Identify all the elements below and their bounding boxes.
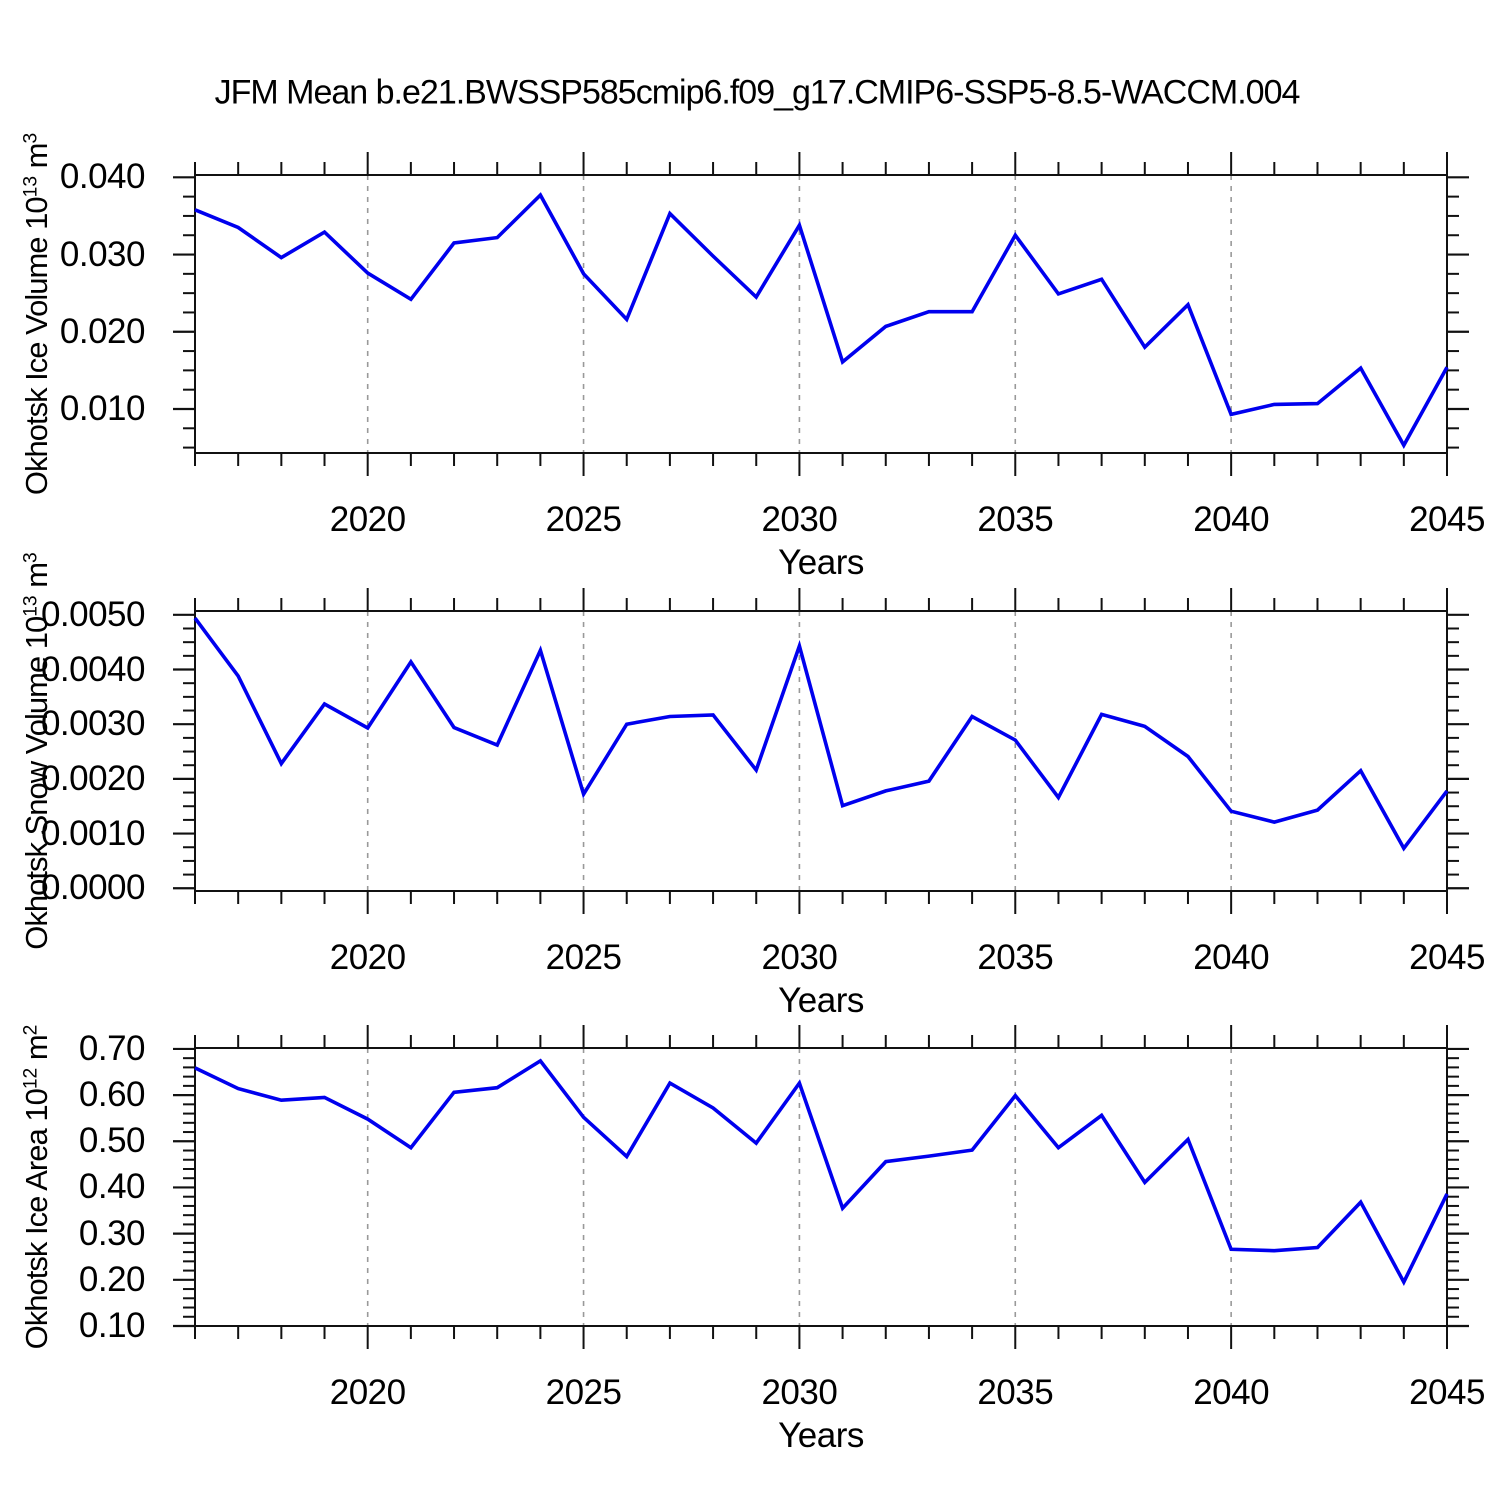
- x-tick-label: 2025: [545, 1373, 622, 1412]
- x-axis-label-snow-volume: Years: [778, 981, 864, 1020]
- x-tick-label: 2020: [329, 938, 406, 977]
- x-tick-label: 2040: [1193, 938, 1270, 977]
- x-tick-label: 2030: [761, 500, 838, 539]
- x-tick-label: 2020: [329, 1373, 406, 1412]
- x-tick-label: 2045: [1409, 500, 1485, 539]
- x-tick-label: 2025: [545, 938, 622, 977]
- y-tick-label: 0.0030: [40, 704, 146, 744]
- x-tick-label: 2045: [1409, 938, 1485, 977]
- x-axis-label-ice-area: Years: [778, 1416, 864, 1455]
- y-tick-label: 0.20: [78, 1259, 146, 1299]
- x-tick-label: 2035: [977, 500, 1054, 539]
- y-tick-label: 0.60: [78, 1075, 146, 1115]
- y-tick-label: 0.0020: [40, 758, 146, 798]
- x-tick-label: 2035: [977, 1373, 1054, 1412]
- data-line-okhotsk-ice-volume: [194, 192, 1449, 450]
- y-tick-label: 0.0050: [40, 594, 146, 634]
- y-tick-label: 0.30: [78, 1213, 146, 1253]
- plot-frame: [194, 610, 1448, 892]
- y-tick-label: 0.020: [59, 311, 146, 351]
- x-tick-label: 2025: [545, 500, 622, 539]
- y-tick-label: 0.70: [78, 1028, 146, 1068]
- x-tick-label: 2040: [1193, 500, 1270, 539]
- plot-frame: [194, 174, 1448, 454]
- data-line-okhotsk-ice-area: [194, 1058, 1449, 1287]
- y-tick-label: 0.010: [59, 388, 146, 428]
- y-tick-label: 0.0000: [40, 868, 146, 908]
- y-tick-label: 0.10: [78, 1306, 146, 1345]
- x-axis-label-ice-volume: Years: [778, 543, 864, 582]
- x-tick-label: 2030: [761, 1373, 838, 1412]
- x-tick-label: 2030: [761, 938, 838, 977]
- y-tick-label: 0.40: [78, 1167, 146, 1207]
- x-tick-label: 2040: [1193, 1373, 1270, 1412]
- x-tick-label: 2035: [977, 938, 1054, 977]
- y-axis-title-okhotsk-ice-volume: Okhotsk Ice Volume 1013 m3: [19, 132, 54, 496]
- y-tick-label: 0.0040: [40, 649, 146, 689]
- y-tick-label: 0.50: [78, 1121, 146, 1161]
- plot-frame: [194, 1047, 1448, 1327]
- y-axis-title-okhotsk-snow-volume: Okhotsk Snow Volume 1013 m3: [19, 552, 54, 950]
- y-tick-label: 0.030: [59, 234, 146, 274]
- x-tick-label: 2020: [329, 500, 406, 539]
- x-tick-label: 2045: [1409, 1373, 1485, 1412]
- y-tick-label: 0.0010: [40, 813, 146, 853]
- y-tick-label: 0.040: [59, 157, 146, 197]
- data-line-okhotsk-snow-volume: [193, 617, 1449, 852]
- figure-title: JFM Mean b.e21.BWSSP585cmip6.f09_g17.CMI…: [214, 73, 1301, 112]
- y-axis-title-okhotsk-ice-area: Okhotsk Ice Area 1012 m2: [19, 1024, 54, 1350]
